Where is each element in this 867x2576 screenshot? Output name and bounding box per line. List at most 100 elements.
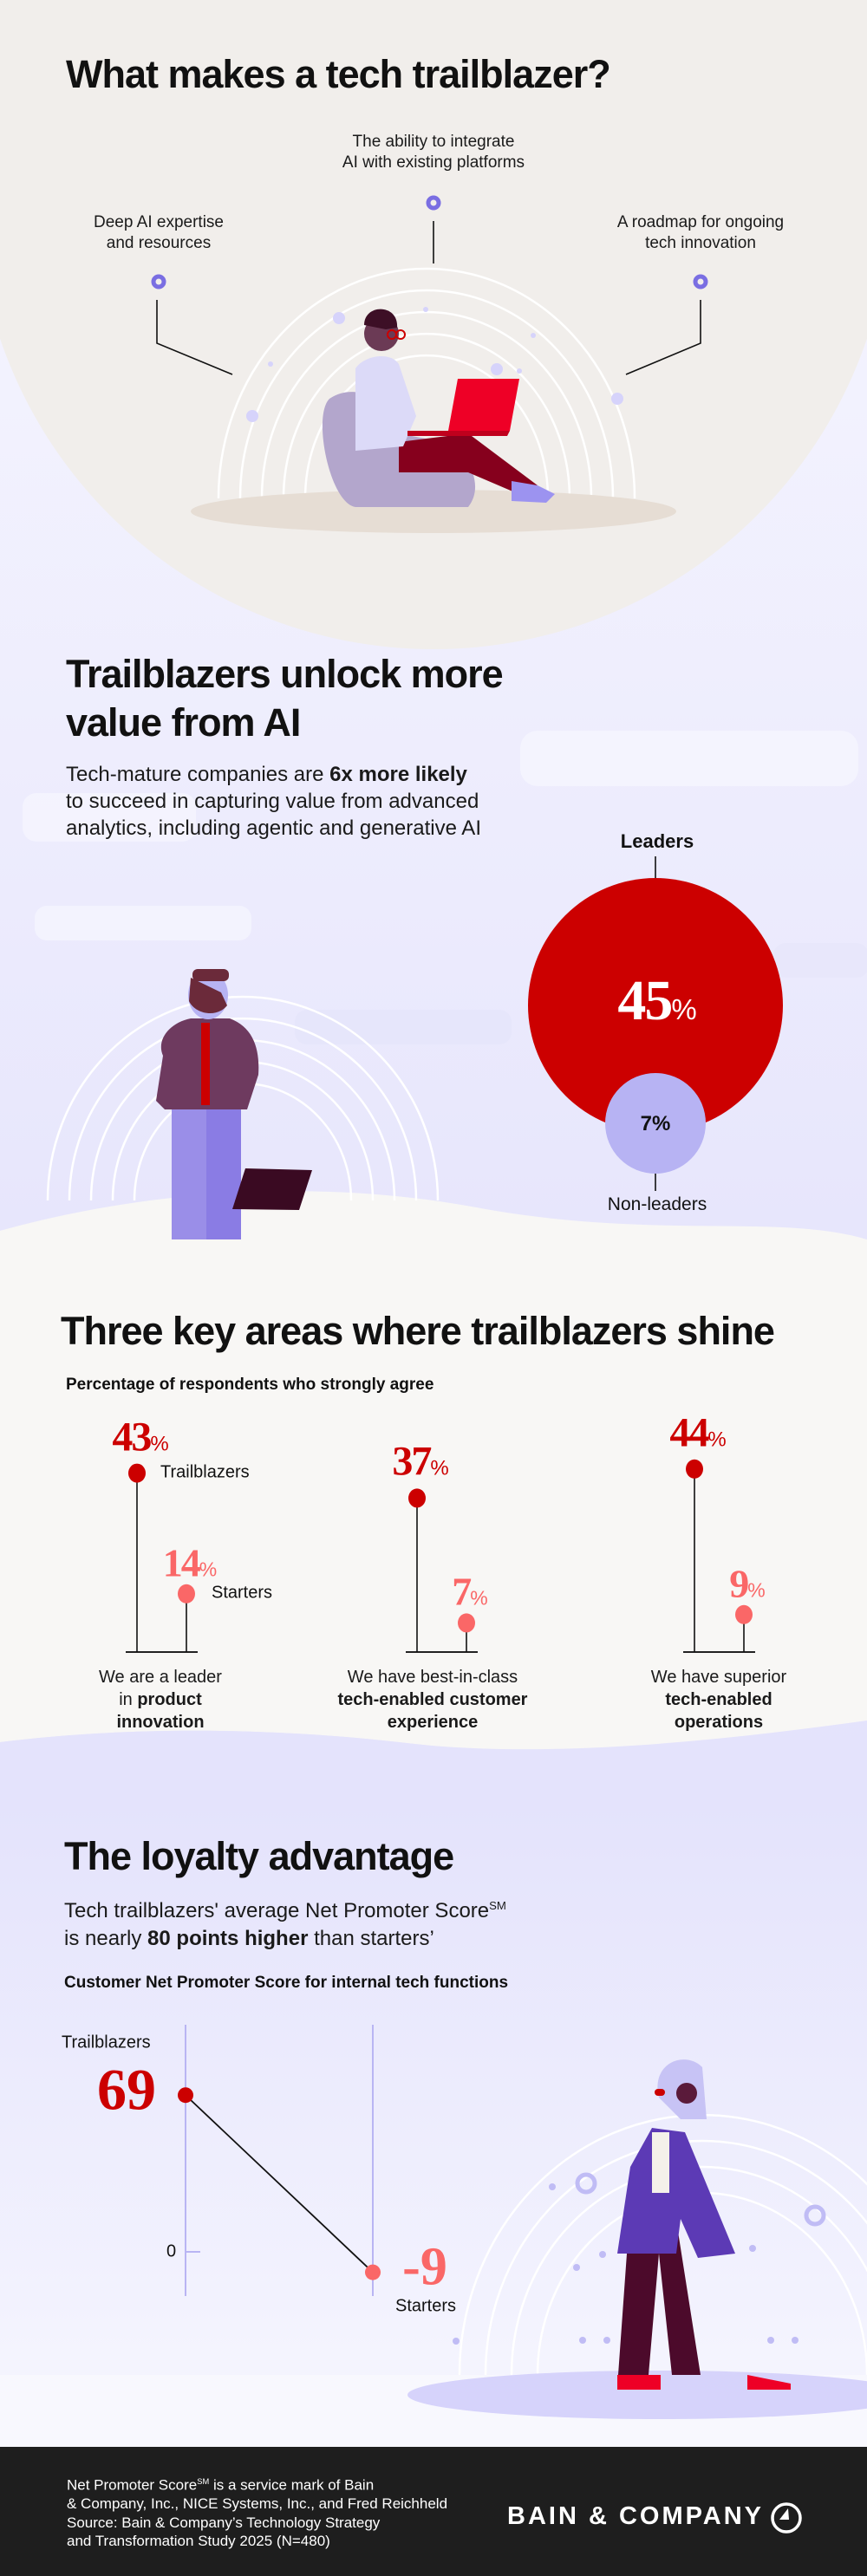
value-text: 14	[162, 1540, 201, 1585]
lead-emphasis: 6x more likely	[329, 763, 467, 786]
nps-starters-label: Starters	[395, 2296, 457, 2316]
bain-logo-icon	[771, 2502, 802, 2534]
woman-with-laptop-illustration	[217, 267, 636, 499]
lollipop-value-trailblazers: 44%	[669, 1408, 726, 1456]
point-line: tech innovation	[645, 234, 756, 252]
nps-zero-tick-label: 0	[166, 2241, 177, 2261]
point-line: A roadmap for ongoing	[616, 213, 785, 231]
lollipop-value-trailblazers: 43%	[112, 1413, 168, 1460]
lead-text: analytics, including agentic and generat…	[66, 816, 481, 840]
nps-slope-chart	[178, 2025, 381, 2296]
lollipop-dot-starters	[178, 1584, 195, 1603]
nps-trailblazers-label: Trailblazers	[62, 2033, 151, 2052]
caption-product-innovation: We are a leader in product innovation	[99, 1666, 222, 1734]
starters-legend-label: Starters	[212, 1583, 273, 1603]
nps-value-trailblazers: 69	[97, 2056, 156, 2124]
top-beige-circle	[0, 0, 867, 649]
point-roadmap: A roadmap for ongoing tech innovation	[617, 212, 784, 254]
percent-sign: %	[199, 1558, 218, 1581]
nps-chart-title: Customer Net Promoter Score for internal…	[64, 1974, 509, 1992]
value-text: 37	[392, 1438, 432, 1485]
caption-operations: We have superior tech-enabled operations	[651, 1666, 786, 1734]
ring-icon	[693, 274, 708, 289]
point-integrate-ai: The ability to integrate AI with existin…	[342, 132, 525, 173]
lollipop-value-trailblazers: 37%	[392, 1438, 448, 1486]
service-mark: SM	[489, 1899, 506, 1912]
value-text: 7	[452, 1569, 472, 1614]
percent-sign: %	[150, 1432, 169, 1456]
caption-emphasis: experience	[387, 1713, 479, 1732]
caption-line: We are a leader	[99, 1668, 222, 1687]
value-text: 45	[617, 969, 673, 1032]
lollipop-dot-trailblazers	[128, 1463, 146, 1483]
leaders-bubble	[528, 878, 783, 1133]
value-text: 9	[729, 1561, 749, 1606]
ring-icon	[151, 274, 166, 289]
title-line: Trailblazers unlock more	[66, 652, 504, 696]
percent-sign: %	[747, 1578, 766, 1602]
dark-laptop	[232, 1168, 312, 1210]
caption-emphasis: product	[137, 1690, 202, 1709]
nps-dot-starters	[365, 2264, 381, 2280]
footnote-text: is a service mark of Bain	[209, 2476, 375, 2494]
point-line: and resources	[106, 234, 212, 252]
trailblazers-legend-label: Trailblazers	[160, 1462, 250, 1482]
lead-text: to succeed in capturing value from advan…	[66, 790, 479, 813]
percent-sign: %	[707, 1428, 727, 1452]
nps-slope-line	[185, 2094, 374, 2274]
value-text: 69	[97, 2056, 156, 2123]
point-line: The ability to integrate	[352, 133, 515, 151]
section2-title: Trailblazers unlock more value from AI	[66, 650, 504, 747]
caption-emphasis: tech-enabled	[665, 1690, 772, 1709]
value-text: 44	[669, 1409, 709, 1456]
service-mark: SM	[197, 2477, 210, 2486]
title-line: value from AI	[66, 700, 301, 745]
lollipop-value-starters: 7%	[452, 1569, 487, 1615]
floor-shadow	[191, 490, 676, 533]
percent-sign: %	[671, 993, 697, 1025]
lollipop-chart	[126, 1459, 755, 1653]
section4-title: The loyalty advantage	[64, 1834, 454, 1878]
value-text: -9	[402, 2237, 447, 2297]
ring-icon	[426, 195, 441, 211]
lead-text: is nearly	[64, 1927, 148, 1950]
point-line: Deep AI expertise	[94, 213, 224, 231]
section3-background	[0, 1191, 867, 1750]
footer-notes: Net Promoter ScoreSM is a service mark o…	[67, 2473, 447, 2551]
lollipop-value-starters: 9%	[729, 1560, 765, 1606]
source-text: and Transformation Study 2025 (N=480)	[67, 2533, 330, 2550]
lollipop-value-starters: 14%	[163, 1539, 217, 1585]
section2-lead: Tech-mature companies are 6x more likely…	[66, 761, 481, 842]
footer: Net Promoter ScoreSM is a service mark o…	[0, 2447, 867, 2576]
section4-lead: Tech trailblazers' average Net Promoter …	[64, 1892, 506, 1953]
nonleaders-value: 7%	[641, 1112, 671, 1136]
footnote-text: Net Promoter Score	[67, 2476, 198, 2494]
source-text: Source: Bain & Company’s Technology Stra…	[67, 2514, 381, 2531]
nonleaders-label: Non-leaders	[607, 1194, 707, 1214]
leaders-value: 45%	[617, 968, 696, 1034]
point-connectors	[151, 195, 708, 375]
percent-sign: %	[470, 1586, 488, 1610]
percent-sign: %	[430, 1456, 449, 1480]
caption-customer-experience: We have best-in-class tech-enabled custo…	[338, 1666, 528, 1734]
percent-sign: %	[652, 1112, 671, 1135]
point-ai-expertise: Deep AI expertise and resources	[94, 212, 224, 254]
lead-emphasis: 80 points higher	[147, 1927, 309, 1950]
purple-jacket	[617, 2128, 735, 2258]
caption-line: in	[119, 1690, 138, 1709]
point-line: AI with existing platforms	[342, 153, 525, 172]
caption-emphasis: tech-enabled customer	[337, 1690, 528, 1709]
lollipop-dot-trailblazers	[408, 1488, 426, 1508]
lead-text: Tech-mature companies are	[66, 763, 330, 786]
nonleaders-bubble	[605, 1073, 706, 1174]
section3-subtitle: Percentage of respondents who strongly a…	[66, 1376, 434, 1394]
leaders-label: Leaders	[620, 830, 694, 852]
caption-emphasis: operations	[674, 1713, 764, 1732]
leaders-bubble-chart	[528, 856, 783, 1191]
nps-value-starters: -9	[402, 2236, 447, 2298]
lead-text: Tech trailblazers' average Net Promoter …	[64, 1899, 490, 1922]
white-coat	[355, 355, 416, 451]
caption-emphasis: innovation	[116, 1713, 205, 1732]
footnote-text: & Company, Inc., NICE Systems, Inc., and…	[67, 2495, 448, 2513]
